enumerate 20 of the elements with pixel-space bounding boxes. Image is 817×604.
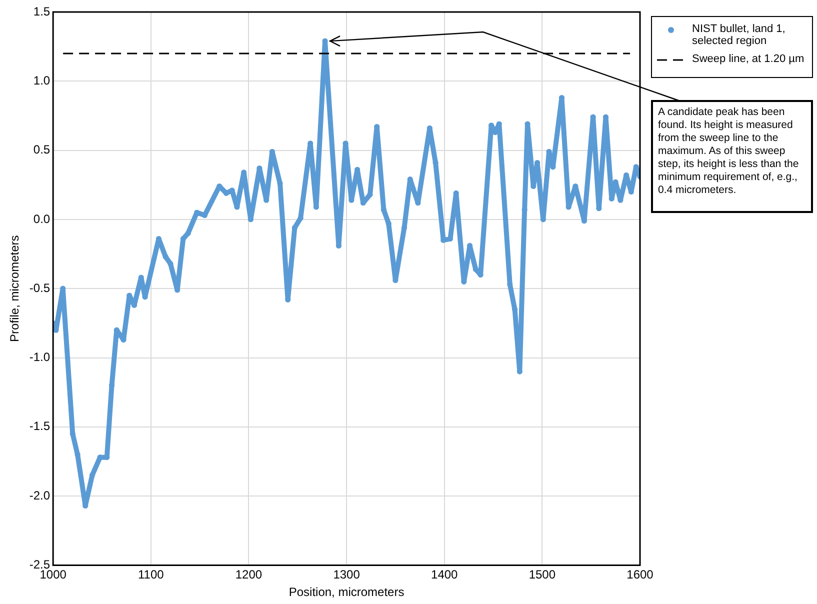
x-tick-label: 1000 [40,568,67,582]
y-tick-label: 0.0 [33,212,50,226]
x-tick-label: 1300 [333,568,360,582]
y-tick-label: -0.5 [29,280,50,295]
x-axis-title: Position, micrometers [288,585,404,600]
y-tick-label: -2.0 [29,488,50,502]
x-tick-label: 1400 [431,568,458,582]
y-tick-label: 1.0 [33,73,50,88]
x-tick-label: 1100 [138,568,164,582]
annotation: A candidate peak has been found. Its height is measured from the sweep line to the maximum. As of this sweep step, its height is less than the minimum requirement of, e.g., 0.4 micrometers. [651,100,813,213]
y-axis-title: Profile, micrometers [8,235,22,342]
y-tick-label: -1.0 [29,350,50,364]
ref-line-label: Sweep line, at 1.20 µm [692,53,804,65]
legend-label: NIST bullet, land 1, selected region [692,23,786,47]
y-tick-label: -1.5 [29,419,50,434]
x-tick-label: 1600 [626,568,654,582]
y-tick-label: 1.5 [33,4,50,18]
x-tick-label: 1200 [235,568,262,582]
x-tick-label: 1500 [528,568,556,582]
y-tick-label: 0.5 [33,142,50,157]
